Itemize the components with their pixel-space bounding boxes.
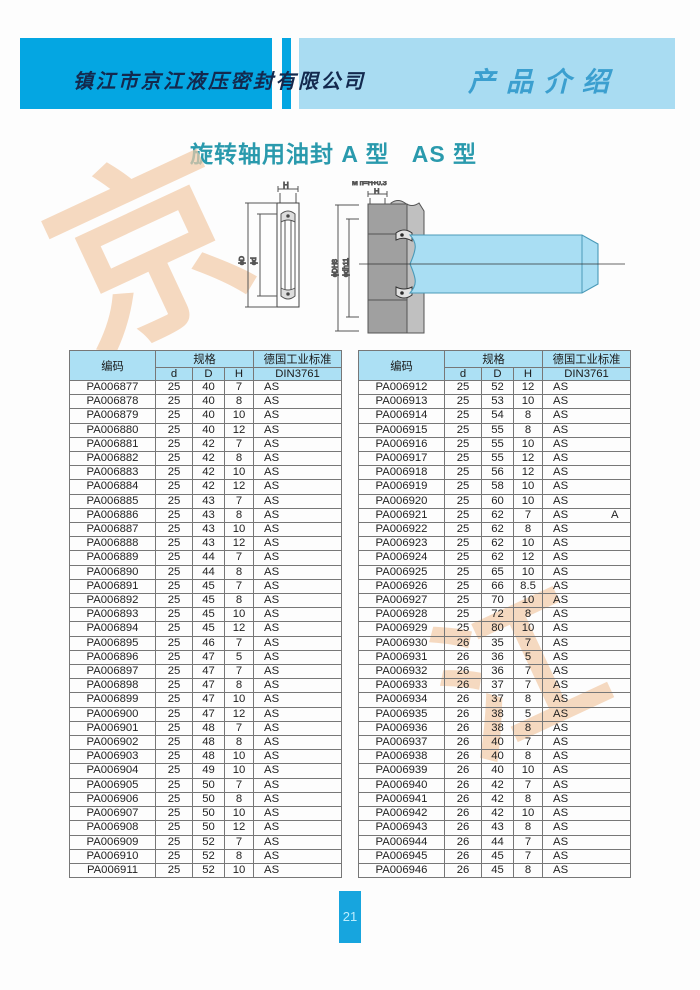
svg-text:M n=H+0.3: M n=H+0.3 [352,181,387,187]
svg-text:ϕD: ϕD [239,256,246,265]
svg-text:ϕDH8: ϕDH8 [332,259,339,277]
svg-text:H: H [283,181,289,190]
svg-text:ϕd: ϕd [251,257,258,265]
svg-text:H: H [374,187,379,196]
svg-text:ϕdh11: ϕdh11 [343,258,350,277]
